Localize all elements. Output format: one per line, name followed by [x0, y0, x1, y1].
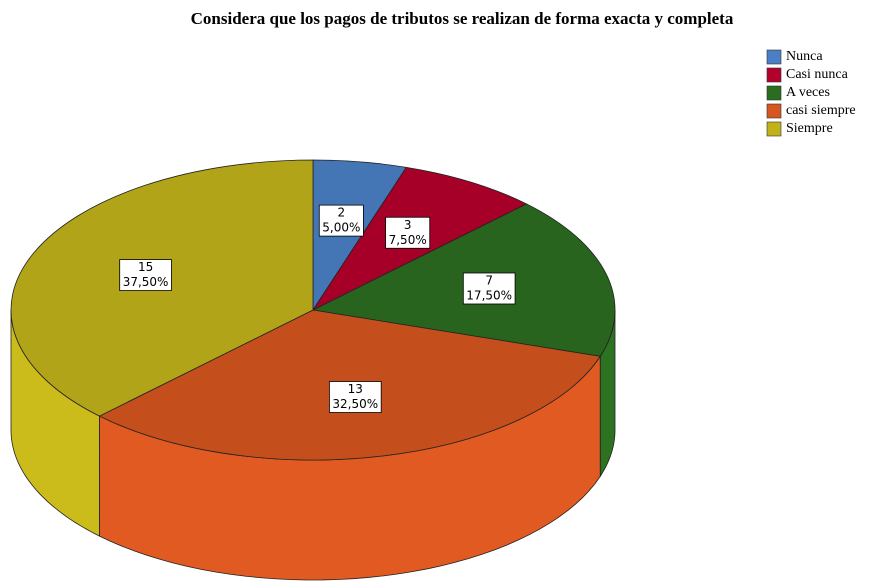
- legend-label: Siempre: [786, 121, 833, 136]
- legend-swatch: [766, 121, 782, 137]
- count-label: 3: [404, 218, 412, 232]
- percent-label: 7,50%: [389, 233, 427, 247]
- data-label: 25,00%: [318, 204, 364, 237]
- legend-swatch: [766, 67, 782, 83]
- count-label: 7: [485, 273, 493, 287]
- legend-label: A veces: [786, 85, 830, 100]
- label-box: [329, 381, 382, 413]
- label-box: [385, 216, 431, 249]
- legend-label: Casi nunca: [786, 67, 849, 82]
- legend-label: casi siempre: [786, 103, 856, 118]
- percent-label: 5,00%: [322, 221, 360, 235]
- label-box: [119, 259, 172, 291]
- legend-swatch: [766, 85, 782, 101]
- label-box: [462, 272, 516, 305]
- percent-label: 32,50%: [332, 397, 378, 411]
- legend-swatch: [766, 103, 782, 119]
- legend-swatch: [766, 49, 782, 65]
- percent-label: 17,50%: [466, 288, 512, 302]
- label-box: [318, 204, 364, 237]
- count-label: 15: [138, 260, 153, 274]
- count-label: 13: [348, 382, 363, 396]
- percent-label: 37,50%: [123, 275, 169, 289]
- legend-label: Nunca: [786, 49, 823, 64]
- data-label: 37,50%: [385, 216, 431, 249]
- data-label: 717,50%: [462, 272, 516, 305]
- count-label: 2: [338, 206, 346, 220]
- chart-title: Considera que los pagos de tributos se r…: [191, 9, 734, 28]
